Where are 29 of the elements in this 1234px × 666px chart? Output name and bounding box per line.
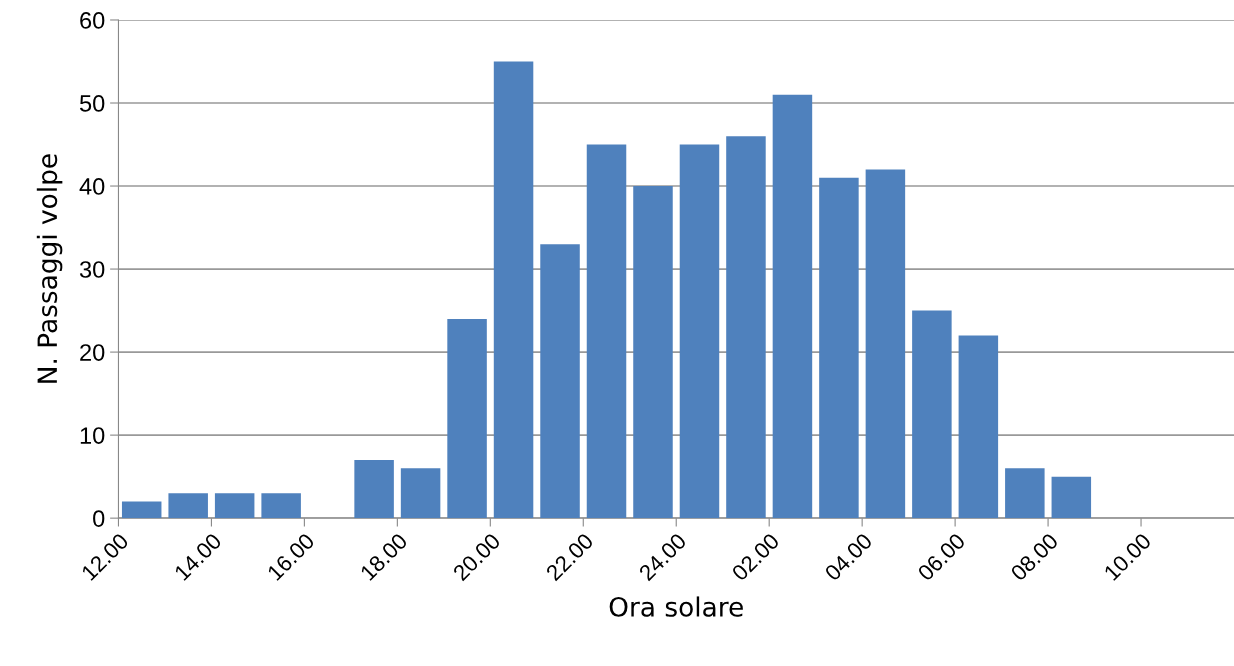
x-axis-title: Ora solare <box>609 596 743 617</box>
bar <box>261 493 301 519</box>
y-tick-label: 40 <box>79 178 105 195</box>
bar <box>168 493 208 519</box>
bar <box>772 94 813 519</box>
y-tick-label: 10 <box>80 427 105 444</box>
bar <box>958 335 999 519</box>
bar <box>540 244 580 519</box>
bar <box>586 144 627 519</box>
bar <box>679 144 720 519</box>
y-tick-label: 30 <box>79 261 105 278</box>
y-tick-label: 20 <box>80 344 105 361</box>
y-tick-label: 0 <box>93 510 105 527</box>
bar <box>1005 468 1045 519</box>
bar <box>121 501 162 519</box>
bar <box>726 136 766 519</box>
bar <box>819 177 859 519</box>
y-axis-title: N. Passaggi volpe <box>36 154 63 383</box>
bar <box>214 493 255 519</box>
bar <box>447 318 487 519</box>
bar <box>354 460 394 519</box>
bar <box>633 186 673 519</box>
y-tick-label: 50 <box>79 95 105 112</box>
bar <box>1051 476 1092 519</box>
y-tick-label: 60 <box>80 12 105 29</box>
bar <box>865 169 906 519</box>
bar <box>400 468 441 519</box>
bar <box>493 61 534 519</box>
bar <box>912 310 952 519</box>
